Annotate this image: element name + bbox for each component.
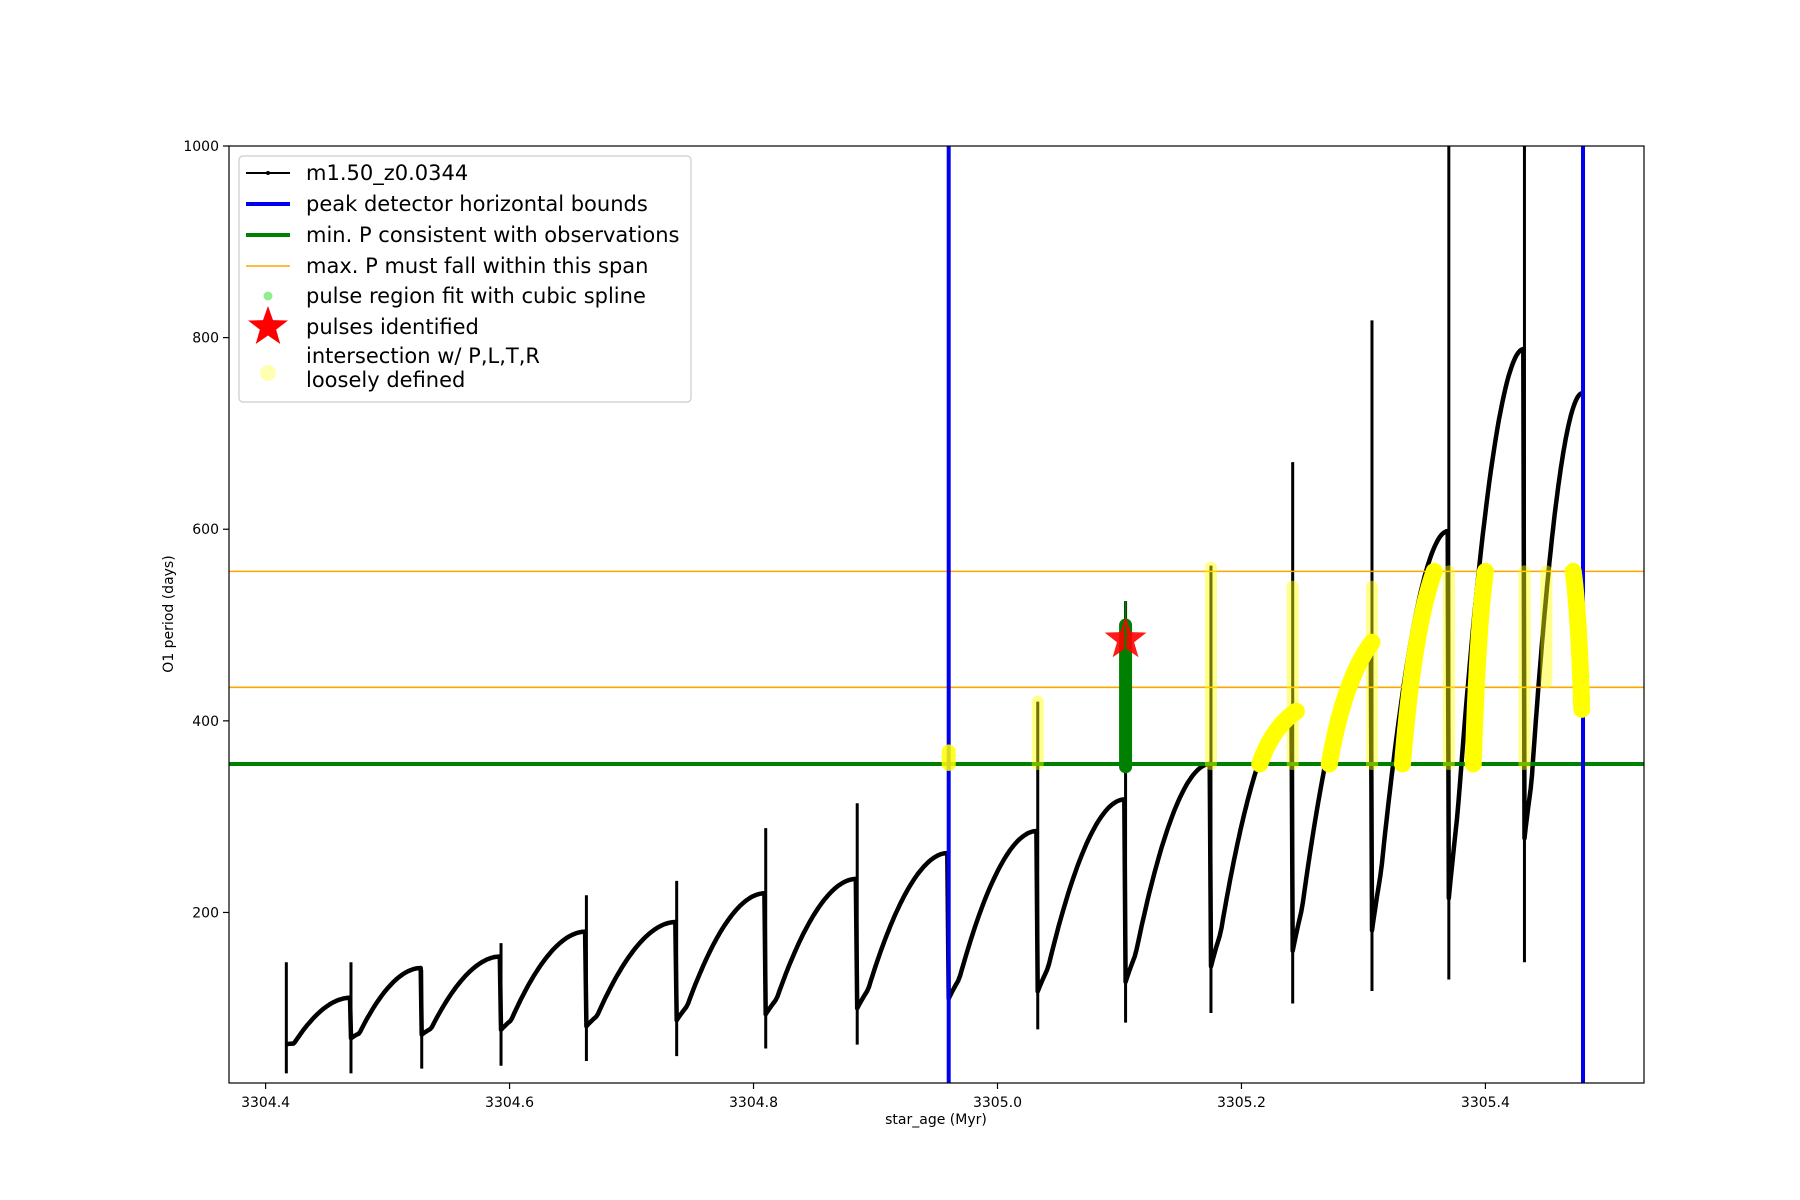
x-tick-label-1: 3304.6 (485, 1095, 534, 1111)
intersection-fall-12 (1564, 562, 1591, 718)
legend-label-bounds: peak detector horizontal bounds (306, 192, 648, 216)
y-tick-label-4: 1000 (183, 139, 219, 155)
x-tick-label-4: 3305.2 (1217, 1095, 1266, 1111)
legend-label-minp: min. P consistent with observations (306, 223, 679, 247)
legend-label-intersect: intersection w/ P,L,T,R loosely defined (306, 344, 540, 392)
x-tick-label-0: 3304.4 (241, 1095, 290, 1111)
legend-label-model-line-0: m1.50_z0.0344 (306, 161, 468, 186)
y-tick-label-2: 600 (192, 522, 219, 538)
plot-area (229, 146, 1644, 1083)
x-tick-label-2: 3304.8 (729, 1095, 778, 1111)
legend-label-pulses: pulses identified (306, 315, 479, 339)
legend-label-maxp: max. P must fall within this span (306, 254, 648, 278)
legend-label-intersect-line-1: loosely defined (306, 368, 465, 392)
legend-label-intersect-line-0: intersection w/ P,L,T,R (306, 344, 540, 368)
legend-handle-model-dot (266, 171, 270, 175)
legend-label-maxp-line-0: max. P must fall within this span (306, 254, 648, 278)
legend-handle-pulses (248, 306, 288, 344)
legend-box (238, 155, 692, 403)
plot-frame (228, 145, 1645, 1084)
intersection-rise-9 (1464, 562, 1494, 773)
x-axis-label: star_age (Myr) (885, 1112, 987, 1128)
y-axis-label: O1 period (days) (161, 555, 177, 672)
legend-label-pulses-line-0: pulses identified (306, 315, 479, 339)
y-tick-label-0: 200 (192, 905, 219, 921)
legend-label-spline: pulse region fit with cubic spline (306, 284, 646, 308)
y-tick-label-1: 400 (192, 714, 219, 730)
legend-handle-spline (263, 291, 273, 301)
axes: 3304.4 3304.6 3304.8 3305.0 3305.2 3305.4 200 4… (183, 139, 1510, 1111)
legend-label-spline-line-0: pulse region fit with cubic spline (306, 284, 646, 308)
legend-handle-intersect (260, 365, 276, 381)
x-tick-label-3: 3305.0 (973, 1095, 1022, 1111)
legend-label-model: m1.50_z0.0344 (306, 161, 468, 186)
y-tick-label-3: 800 (192, 331, 219, 347)
intersection-rise-3 (1251, 702, 1305, 773)
legend-label-bounds-line-0: peak detector horizontal bounds (306, 192, 648, 216)
legend-label-minp-line-0: min. P consistent with observations (306, 223, 679, 247)
intersection-rise-5 (1320, 633, 1381, 773)
intersection-rise-7 (1393, 562, 1443, 773)
x-tick-label-5: 3305.4 (1461, 1095, 1510, 1111)
